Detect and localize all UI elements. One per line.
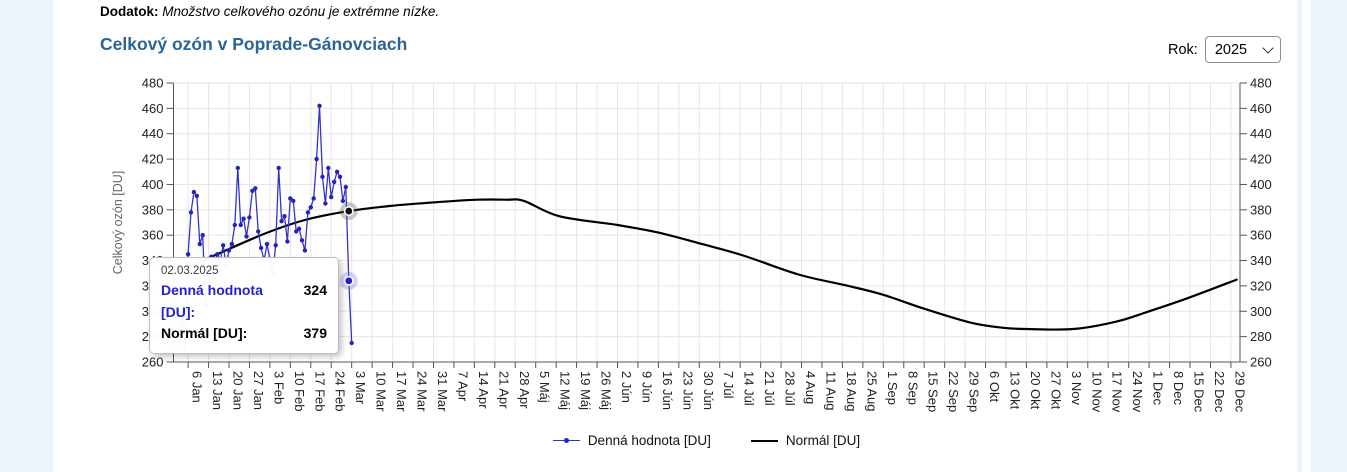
svg-text:27 Okt: 27 Okt	[1048, 371, 1063, 410]
svg-text:360: 360	[1250, 228, 1272, 243]
tooltip-date: 02.03.2025	[161, 265, 219, 277]
svg-text:260: 260	[1250, 355, 1272, 370]
svg-text:26 Máj: 26 Máj	[599, 371, 614, 410]
ozone-note: Dodatok: Množstvo celkového ozónu je ext…	[100, 3, 439, 20]
svg-text:10 Mar: 10 Mar	[374, 371, 389, 412]
svg-text:11 Aug: 11 Aug	[823, 371, 838, 411]
svg-text:Celkový ozón [DU]: Celkový ozón [DU]	[111, 171, 125, 275]
svg-text:18 Aug: 18 Aug	[844, 371, 859, 412]
page-title: Celkový ozón v Poprade-Gánovciach	[100, 34, 408, 54]
svg-text:27 Jan: 27 Jan	[251, 371, 266, 410]
svg-text:22 Sep: 22 Sep	[946, 371, 961, 412]
svg-text:13 Okt: 13 Okt	[1007, 371, 1022, 410]
legend-normal-label: Normál [DU]	[785, 433, 861, 448]
svg-text:3 Mar: 3 Mar	[353, 371, 368, 405]
svg-text:17 Nov: 17 Nov	[1110, 371, 1125, 413]
svg-text:4 Aug: 4 Aug	[803, 371, 818, 404]
svg-text:280: 280	[1250, 329, 1272, 344]
svg-text:24 Nov: 24 Nov	[1130, 371, 1145, 413]
svg-text:460: 460	[142, 101, 164, 116]
year-selector: Rok: 2025	[1168, 36, 1281, 63]
svg-text:380: 380	[142, 202, 164, 217]
svg-text:6 Jan: 6 Jan	[190, 371, 205, 403]
svg-text:1 Sep: 1 Sep	[885, 371, 900, 405]
svg-text:440: 440	[142, 126, 164, 141]
svg-text:400: 400	[1250, 177, 1272, 192]
svg-text:31 Mar: 31 Mar	[435, 371, 450, 412]
svg-text:9 Jún: 9 Jún	[639, 371, 654, 403]
svg-text:320: 320	[1250, 278, 1272, 293]
year-label: Rok:	[1168, 41, 1198, 58]
svg-text:25 Aug: 25 Aug	[864, 371, 879, 412]
svg-text:460: 460	[1250, 101, 1272, 116]
svg-text:7 Apr: 7 Apr	[455, 371, 470, 402]
tooltip-normal-label: Normál [DU]:	[161, 325, 248, 342]
legend-daily-label: Denná hodnota [DU]	[587, 433, 711, 448]
svg-text:10 Nov: 10 Nov	[1089, 371, 1104, 413]
svg-text:29 Dec: 29 Dec	[1232, 371, 1247, 413]
svg-text:6 Okt: 6 Okt	[987, 371, 1002, 402]
svg-text:23 Jún: 23 Jún	[680, 371, 695, 410]
svg-text:2 Jún: 2 Jún	[619, 371, 634, 403]
tooltip-normal-value: 379	[303, 325, 327, 342]
svg-text:19 Máj: 19 Máj	[578, 371, 593, 410]
svg-text:12 Máj: 12 Máj	[558, 371, 573, 410]
svg-text:17 Feb: 17 Feb	[312, 371, 327, 411]
svg-text:300: 300	[1250, 304, 1272, 319]
svg-text:21 Apr: 21 Apr	[496, 371, 511, 409]
svg-text:420: 420	[1250, 152, 1272, 167]
tooltip-daily-value: 324	[303, 282, 327, 298]
svg-text:28 Júl: 28 Júl	[783, 371, 798, 406]
svg-text:480: 480	[1250, 76, 1272, 91]
legend-item-daily[interactable]: Denná hodnota [DU]	[552, 433, 711, 448]
svg-text:3 Nov: 3 Nov	[1069, 371, 1084, 405]
chart-legend: Denná hodnota [DU] Normál [DU]	[173, 433, 1240, 448]
svg-text:20 Jan: 20 Jan	[230, 371, 245, 410]
svg-text:10 Feb: 10 Feb	[292, 371, 307, 411]
svg-text:400: 400	[142, 177, 164, 192]
svg-text:16 Jún: 16 Jún	[660, 371, 675, 410]
svg-text:3 Feb: 3 Feb	[271, 371, 286, 404]
svg-text:13 Jan: 13 Jan	[210, 371, 225, 410]
svg-text:440: 440	[1250, 126, 1272, 141]
tooltip-daily-label: Denná hodnota [DU]:	[161, 282, 263, 320]
svg-text:14 Apr: 14 Apr	[476, 371, 491, 409]
svg-text:29 Sep: 29 Sep	[967, 371, 982, 412]
year-select[interactable]: 2025	[1204, 36, 1281, 63]
svg-text:380: 380	[1250, 202, 1272, 217]
right-margin-stripe	[1302, 0, 1311, 472]
svg-text:21 Júl: 21 Júl	[762, 371, 777, 406]
normal-series-swatch-icon	[750, 436, 778, 445]
svg-text:30 Jún: 30 Jún	[701, 371, 716, 410]
svg-text:28 Apr: 28 Apr	[517, 371, 532, 409]
svg-text:24 Mar: 24 Mar	[415, 371, 430, 412]
note-label: Dodatok:	[100, 4, 159, 19]
svg-text:15 Dec: 15 Dec	[1192, 371, 1207, 413]
svg-text:1 Dec: 1 Dec	[1151, 371, 1166, 405]
svg-text:480: 480	[142, 76, 164, 91]
svg-text:260: 260	[142, 355, 164, 370]
svg-text:15 Sep: 15 Sep	[926, 371, 941, 412]
daily-series-swatch-icon	[552, 436, 580, 445]
svg-text:8 Sep: 8 Sep	[905, 371, 920, 405]
svg-text:14 Júl: 14 Júl	[742, 371, 757, 406]
chart-tooltip: 02.03.2025 Denná hodnota [DU]: 324 Normá…	[149, 257, 339, 355]
svg-text:420: 420	[142, 152, 164, 167]
svg-text:17 Mar: 17 Mar	[394, 371, 409, 412]
legend-item-normal[interactable]: Normál [DU]	[750, 433, 861, 448]
svg-text:360: 360	[142, 228, 164, 243]
svg-text:340: 340	[1250, 253, 1272, 268]
svg-text:20 Okt: 20 Okt	[1028, 371, 1043, 410]
svg-text:5 Máj: 5 Máj	[537, 371, 552, 403]
note-text: Množstvo celkového ozónu je extrémne níz…	[162, 4, 440, 19]
svg-text:24 Feb: 24 Feb	[333, 371, 348, 411]
svg-text:7 Júl: 7 Júl	[721, 371, 736, 399]
svg-text:22 Dec: 22 Dec	[1212, 371, 1227, 413]
svg-text:8 Dec: 8 Dec	[1171, 371, 1186, 405]
